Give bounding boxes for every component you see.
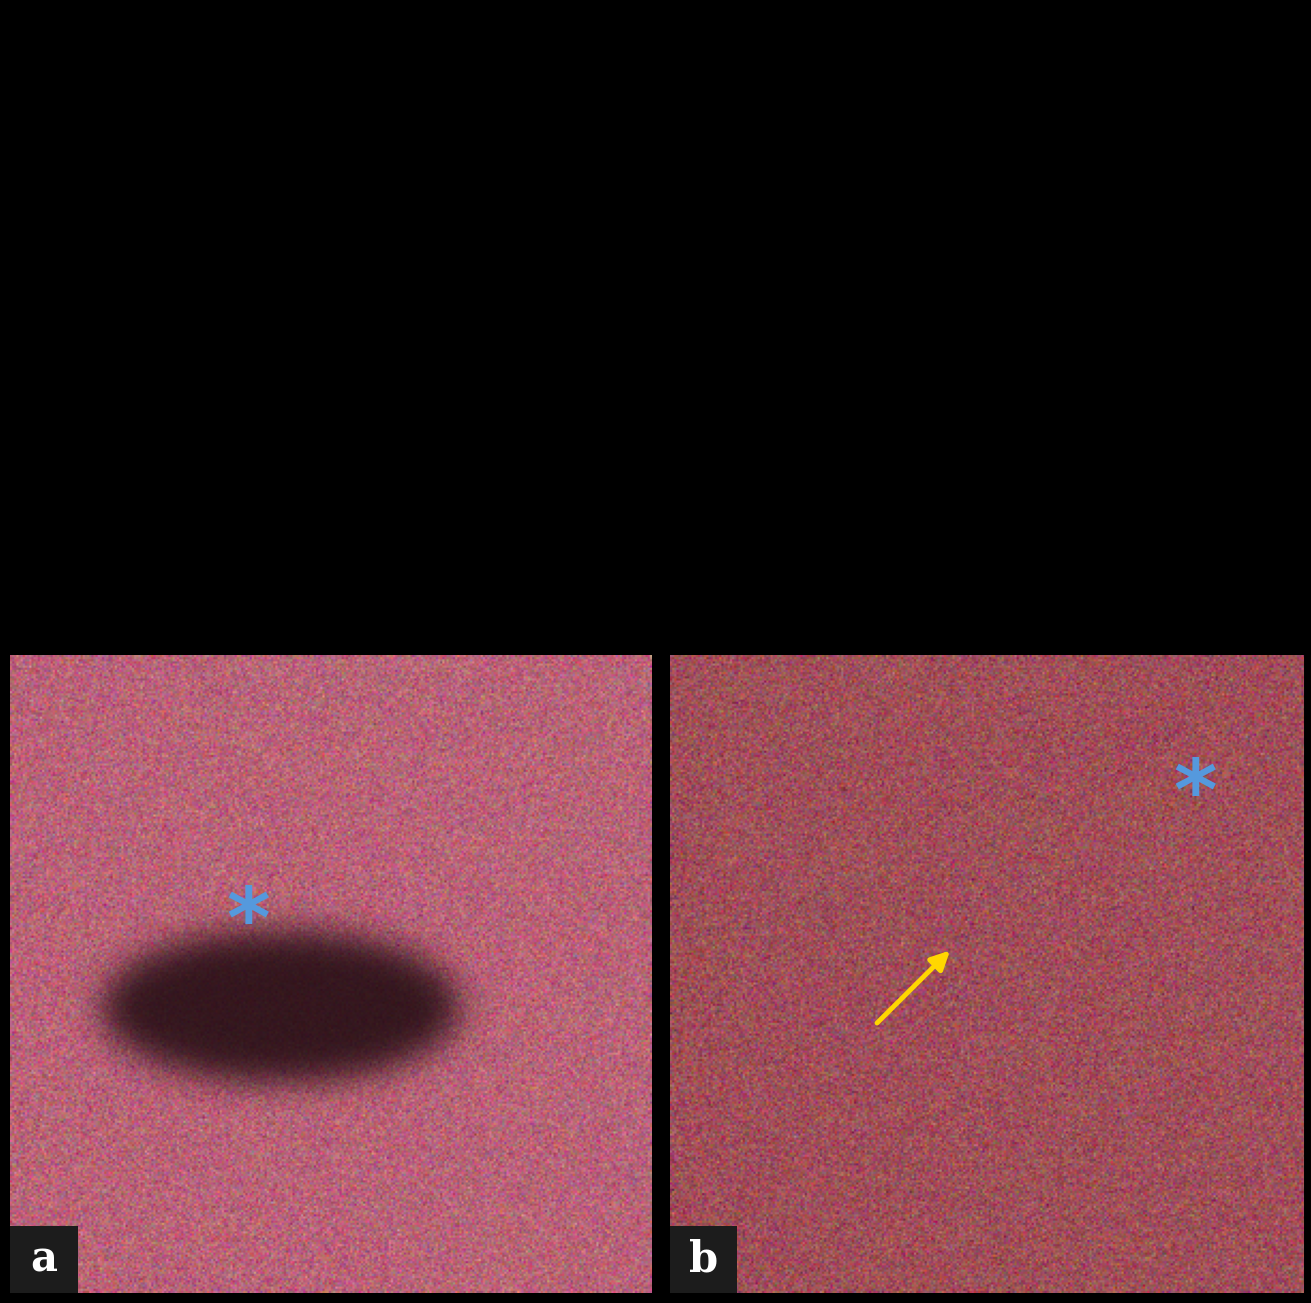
Text: *: * xyxy=(1173,754,1218,837)
Text: b: b xyxy=(690,1238,718,1280)
Text: *: * xyxy=(225,882,270,963)
FancyBboxPatch shape xyxy=(670,1226,737,1293)
Text: a: a xyxy=(30,1238,58,1280)
FancyBboxPatch shape xyxy=(10,1226,77,1293)
